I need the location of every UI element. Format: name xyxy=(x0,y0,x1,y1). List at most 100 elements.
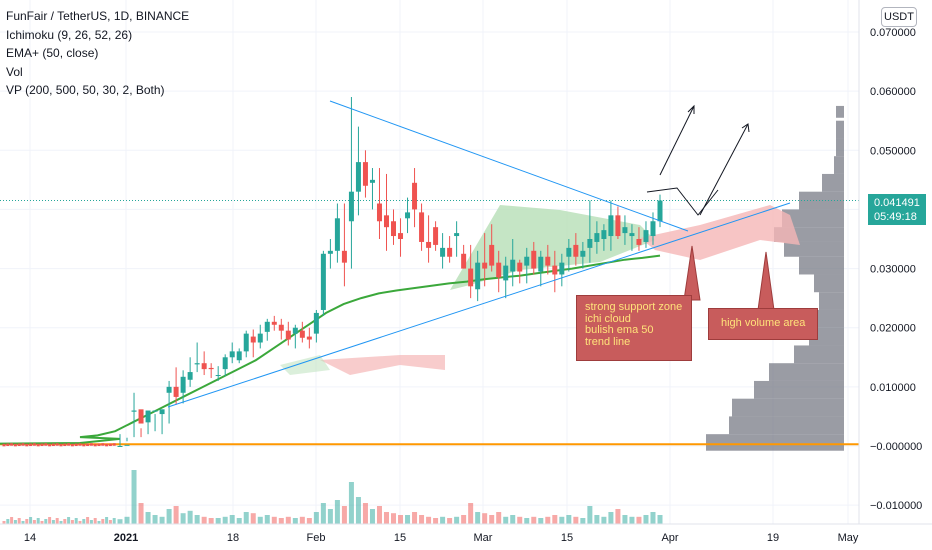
volume-bar xyxy=(63,519,67,524)
candle-body xyxy=(433,227,439,245)
volume-bar xyxy=(159,516,165,524)
volume-bar xyxy=(86,517,90,524)
candle-body xyxy=(208,367,214,370)
arrow-head xyxy=(687,104,695,114)
volume-bar xyxy=(531,516,537,524)
candle-body xyxy=(10,443,14,446)
volume-profile-bar xyxy=(819,292,844,310)
volume-bar xyxy=(306,518,312,524)
last-price-tag: 0.041491 05:49:18 xyxy=(868,194,926,225)
volume-bar xyxy=(405,515,411,524)
candle-body xyxy=(566,247,572,257)
volume-bar xyxy=(454,516,460,524)
volume-bar xyxy=(383,512,389,524)
candle-body xyxy=(327,250,333,254)
legend-ichimoku[interactable]: Ichimoku (9, 26, 52, 26) xyxy=(6,27,133,42)
volume-bar xyxy=(496,512,502,524)
volume-bar xyxy=(517,516,523,524)
volume-bar xyxy=(180,513,186,524)
candle-body xyxy=(447,247,453,257)
price-tick-label: −0.010000 xyxy=(870,500,922,512)
candle-body xyxy=(201,363,207,370)
arrow-head xyxy=(741,123,750,133)
candle-body xyxy=(36,443,40,447)
candle-body xyxy=(59,443,63,447)
callout-pointer xyxy=(683,245,701,301)
time-tick-label: 15 xyxy=(561,532,573,544)
volume-profile-bar xyxy=(816,309,844,328)
volume-profile-bar xyxy=(794,345,844,364)
volume-profile-bar xyxy=(754,380,844,399)
candle-body xyxy=(398,233,404,239)
descending-trend-line xyxy=(329,100,689,232)
candle-body xyxy=(629,233,635,237)
projection-arrow xyxy=(699,123,749,216)
candle-body xyxy=(362,162,368,186)
volume-bar xyxy=(112,518,116,524)
candle-body xyxy=(306,336,312,340)
volume-bar xyxy=(105,517,109,524)
candle-body xyxy=(250,336,256,343)
volume-bar xyxy=(376,506,382,524)
volume-bar xyxy=(124,516,130,524)
note-line: bulish ema 50 xyxy=(585,324,654,336)
candle-body xyxy=(299,330,305,338)
candle-body xyxy=(622,227,628,234)
candle-body xyxy=(82,443,86,447)
note-line: high volume area xyxy=(721,317,806,329)
volume-bar xyxy=(2,521,6,524)
volume-bar xyxy=(208,518,214,524)
volume-bar xyxy=(601,516,607,524)
candle-body xyxy=(145,410,151,423)
candle-body xyxy=(503,265,509,281)
price-tick-label: 0.050000 xyxy=(870,145,916,157)
volume-profile-bar xyxy=(822,173,844,192)
candle-body xyxy=(320,253,326,310)
volume-bar xyxy=(426,516,432,524)
volume-bar xyxy=(97,521,101,524)
candle-body xyxy=(285,330,291,340)
volume-bar xyxy=(229,515,235,524)
volume-area-note[interactable]: high volume area xyxy=(708,308,818,340)
candle-body xyxy=(580,250,586,257)
candle-body xyxy=(369,179,375,183)
volume-profile-bar xyxy=(769,363,844,381)
candle-body xyxy=(21,443,25,446)
time-tick-label: Mar xyxy=(474,532,493,544)
currency-button[interactable]: USDT xyxy=(881,7,917,27)
candle-body xyxy=(545,256,551,266)
candle-body xyxy=(391,221,397,237)
time-tick-label: 14 xyxy=(24,532,36,544)
time-axis[interactable]: 14 2021 18 Feb 15 Mar 15 Apr 19 May xyxy=(24,532,859,544)
time-tick-label: May xyxy=(838,532,859,544)
volume-bar xyxy=(257,516,263,524)
volume-profile-bar xyxy=(782,209,844,228)
legend-symbol[interactable]: FunFair / TetherUS, 1D, BINANCE xyxy=(6,9,190,23)
volume-bar xyxy=(341,506,347,524)
candle-body xyxy=(105,443,109,447)
legend-vp[interactable]: VP (200, 500, 50, 30, 2, Both) xyxy=(6,83,165,97)
candle-body xyxy=(40,443,44,447)
volume-bar xyxy=(201,516,207,524)
volume-bar xyxy=(117,519,123,524)
legend-vol[interactable]: Vol xyxy=(6,64,23,79)
projection-zigzag xyxy=(646,187,719,216)
candle-body xyxy=(383,215,389,228)
candle-body xyxy=(63,443,67,447)
candle-body xyxy=(29,443,33,447)
volume-bar xyxy=(362,503,368,524)
support-zone-note[interactable]: strong support zone ichi cloud bulish em… xyxy=(576,295,692,361)
volume-bar xyxy=(468,503,474,524)
legend-ema[interactable]: EMA+ (50, close) xyxy=(6,46,99,60)
volume-bar xyxy=(74,518,78,524)
volume-bar xyxy=(166,509,172,524)
volume-bar xyxy=(559,516,565,524)
volume-bar xyxy=(82,519,86,524)
volume-bar xyxy=(313,512,319,524)
candle-body xyxy=(138,409,144,424)
candle-body xyxy=(152,410,158,412)
time-tick-label: 18 xyxy=(227,532,239,544)
volume-bar xyxy=(13,520,17,524)
volume-profile-bar xyxy=(729,416,844,435)
